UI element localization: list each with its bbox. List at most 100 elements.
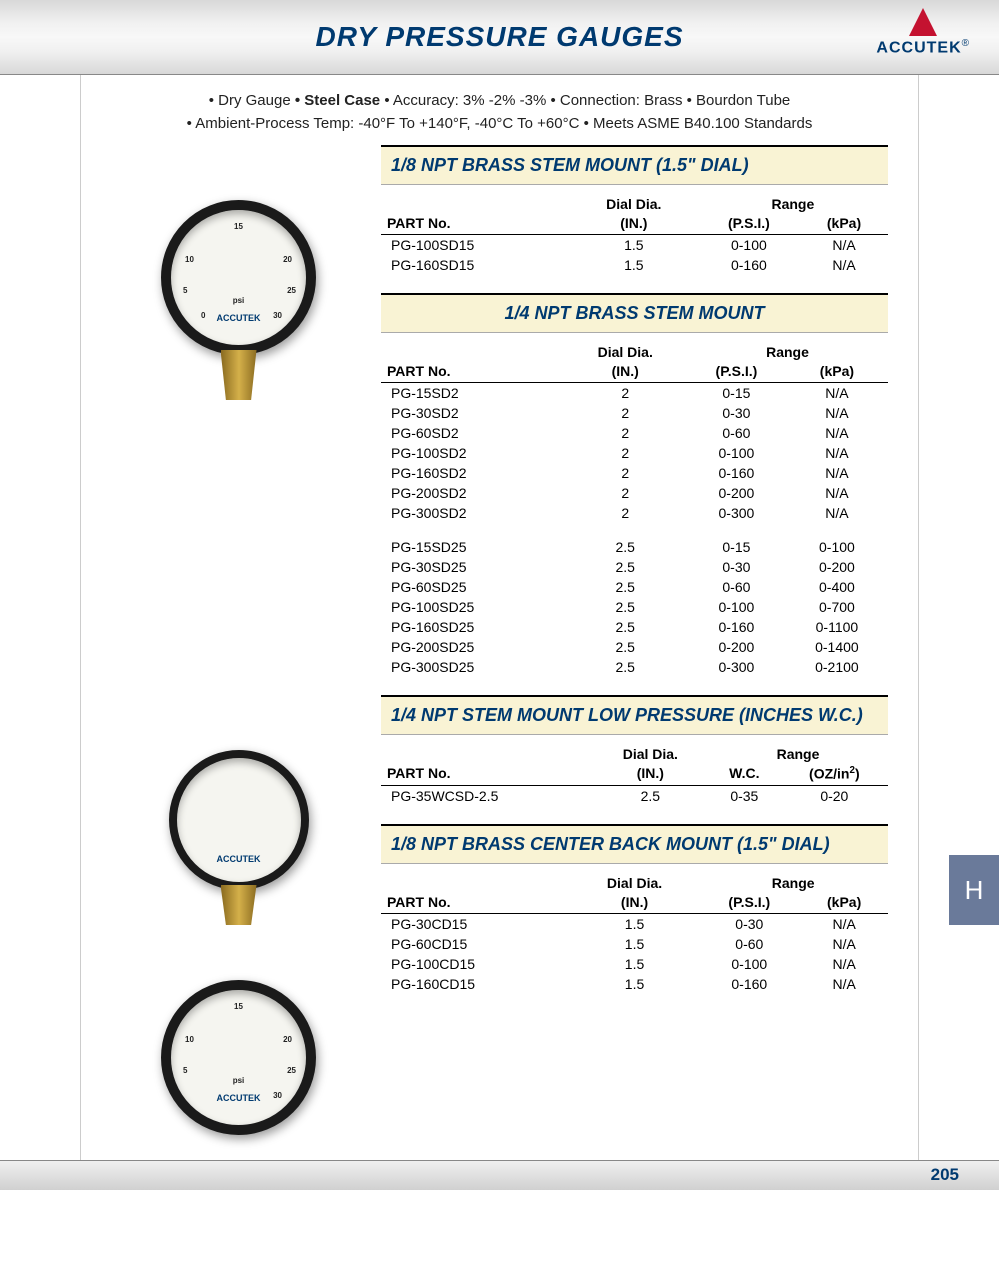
part-number: PG-160SD25 — [381, 617, 563, 637]
table-row: PG-300SD252.50-3000-2100 — [381, 657, 888, 677]
parts-table: Dial Dia.RangePART No.(IN.)(P.S.I.)(kPa)… — [381, 193, 888, 275]
range-2: 0-1400 — [786, 637, 888, 657]
part-number: PG-200SD25 — [381, 637, 563, 657]
table-row: PG-200SD252.50-2000-1400 — [381, 637, 888, 657]
gauge-image-2: ACCUTEK — [149, 750, 329, 940]
section-header: 1/4 NPT STEM MOUNT LOW PRESSURE (INCHES … — [381, 695, 888, 735]
part-number: PG-30SD25 — [381, 557, 563, 577]
range-1: 0-100 — [687, 597, 786, 617]
parts-table: Dial Dia.RangePART No.(IN.)(P.S.I.)(kPa)… — [381, 872, 888, 994]
table-row: PG-60SD220-60N/A — [381, 423, 888, 443]
range-1: 0-160 — [687, 617, 786, 637]
range-2: N/A — [786, 423, 888, 443]
range-2: N/A — [800, 235, 888, 256]
range-1: 0-100 — [687, 443, 786, 463]
dial-dia: 2 — [563, 423, 687, 443]
range-1: 0-60 — [698, 934, 800, 954]
range-2: N/A — [786, 443, 888, 463]
range-1: 0-30 — [687, 403, 786, 423]
range-1: 0-200 — [687, 637, 786, 657]
section-tab: H — [949, 855, 999, 925]
range-1: 0-100 — [698, 954, 800, 974]
dial-dia: 2.5 — [563, 617, 687, 637]
range-2: N/A — [800, 913, 888, 934]
range-1: 0-160 — [698, 974, 800, 994]
page-header: DRY PRESSURE GAUGES ACCUTEK® — [0, 0, 999, 75]
range-1: 0-60 — [687, 423, 786, 443]
part-number: PG-15SD2 — [381, 383, 563, 404]
gauge-image-3: 15 10 20 5 25 30 psi ACCUTEK — [149, 980, 329, 1140]
range-1: 0-100 — [698, 235, 800, 256]
dial-dia: 2.5 — [563, 657, 687, 677]
page-title: DRY PRESSURE GAUGES — [315, 21, 683, 53]
part-number: PG-160SD2 — [381, 463, 563, 483]
table-row: PG-160CD151.50-160N/A — [381, 974, 888, 994]
range-2: N/A — [786, 483, 888, 503]
part-number: PG-100SD15 — [381, 235, 570, 256]
table-row: PG-15SD252.50-150-100 — [381, 537, 888, 557]
part-number: PG-160SD15 — [381, 255, 570, 275]
dial-dia: 2.5 — [563, 557, 687, 577]
part-number: PG-300SD25 — [381, 657, 563, 677]
dial-dia: 2.5 — [593, 785, 708, 806]
range-2: N/A — [786, 403, 888, 423]
dial-dia: 2.5 — [563, 637, 687, 657]
part-number: PG-30SD2 — [381, 403, 563, 423]
range-1: 0-160 — [687, 463, 786, 483]
image-column: 15 10 20 5 25 0 30 psi ACCUTEK ACCUTEK — [111, 145, 366, 1140]
range-1: 0-35 — [708, 785, 781, 806]
spec-line-1: • Dry Gauge • Steel Case • Accuracy: 3% … — [111, 90, 888, 113]
part-number: PG-60CD15 — [381, 934, 571, 954]
table-row: PG-100SD220-100N/A — [381, 443, 888, 463]
brand-logo: ACCUTEK® — [876, 8, 969, 57]
dial-dia: 2.5 — [563, 537, 687, 557]
gauge-image-1: 15 10 20 5 25 0 30 psi ACCUTEK — [149, 200, 329, 420]
range-1: 0-15 — [687, 537, 786, 557]
part-number: PG-200SD2 — [381, 483, 563, 503]
range-1: 0-30 — [698, 913, 800, 934]
table-row: PG-30CD151.50-30N/A — [381, 913, 888, 934]
range-2: 0-400 — [786, 577, 888, 597]
dial-dia: 2 — [563, 503, 687, 523]
range-1: 0-30 — [687, 557, 786, 577]
page-footer: 205 — [0, 1160, 999, 1190]
dial-dia: 1.5 — [570, 235, 698, 256]
range-2: 0-2100 — [786, 657, 888, 677]
table-row: PG-30SD220-30N/A — [381, 403, 888, 423]
part-number: PG-100CD15 — [381, 954, 571, 974]
dial-dia: 1.5 — [571, 913, 699, 934]
dial-dia: 2.5 — [563, 577, 687, 597]
parts-table: Dial Dia.RangePART No.(IN.)(P.S.I.)(kPa)… — [381, 341, 888, 677]
dial-dia: 2 — [563, 443, 687, 463]
table-row: PG-160SD252.50-1600-1100 — [381, 617, 888, 637]
range-2: 0-700 — [786, 597, 888, 617]
table-row: PG-100SD151.50-100N/A — [381, 235, 888, 256]
part-number: PG-100SD2 — [381, 443, 563, 463]
range-2: N/A — [786, 383, 888, 404]
range-2: N/A — [800, 954, 888, 974]
registered-mark: ® — [962, 38, 969, 49]
dial-dia: 1.5 — [570, 255, 698, 275]
range-1: 0-200 — [687, 483, 786, 503]
brand-name: ACCUTEK — [876, 39, 961, 56]
range-2: N/A — [800, 934, 888, 954]
section-header: 1/4 NPT BRASS STEM MOUNT — [381, 293, 888, 333]
dial-dia: 2 — [563, 383, 687, 404]
tables-column: 1/8 NPT BRASS STEM MOUNT (1.5" DIAL)Dial… — [381, 145, 888, 1140]
dial-dia: 2 — [563, 483, 687, 503]
range-2: N/A — [800, 974, 888, 994]
spec-line-2: • Ambient-Process Temp: -40°F To +140°F,… — [111, 113, 888, 136]
parts-table: Dial Dia.RangePART No.(IN.)W.C.(OZ/in2)P… — [381, 743, 888, 806]
spec-text: • Dry Gauge • Steel Case • Accuracy: 3% … — [111, 90, 888, 135]
range-2: N/A — [786, 503, 888, 523]
table-row: PG-60SD252.50-600-400 — [381, 577, 888, 597]
part-number: PG-100SD25 — [381, 597, 563, 617]
range-2: 0-200 — [786, 557, 888, 577]
dial-dia: 1.5 — [571, 954, 699, 974]
section-header: 1/8 NPT BRASS CENTER BACK MOUNT (1.5" DI… — [381, 824, 888, 864]
range-2: N/A — [800, 255, 888, 275]
range-1: 0-300 — [687, 503, 786, 523]
dial-dia: 2 — [563, 403, 687, 423]
part-number: PG-35WCSD-2.5 — [381, 785, 593, 806]
part-number: PG-15SD25 — [381, 537, 563, 557]
